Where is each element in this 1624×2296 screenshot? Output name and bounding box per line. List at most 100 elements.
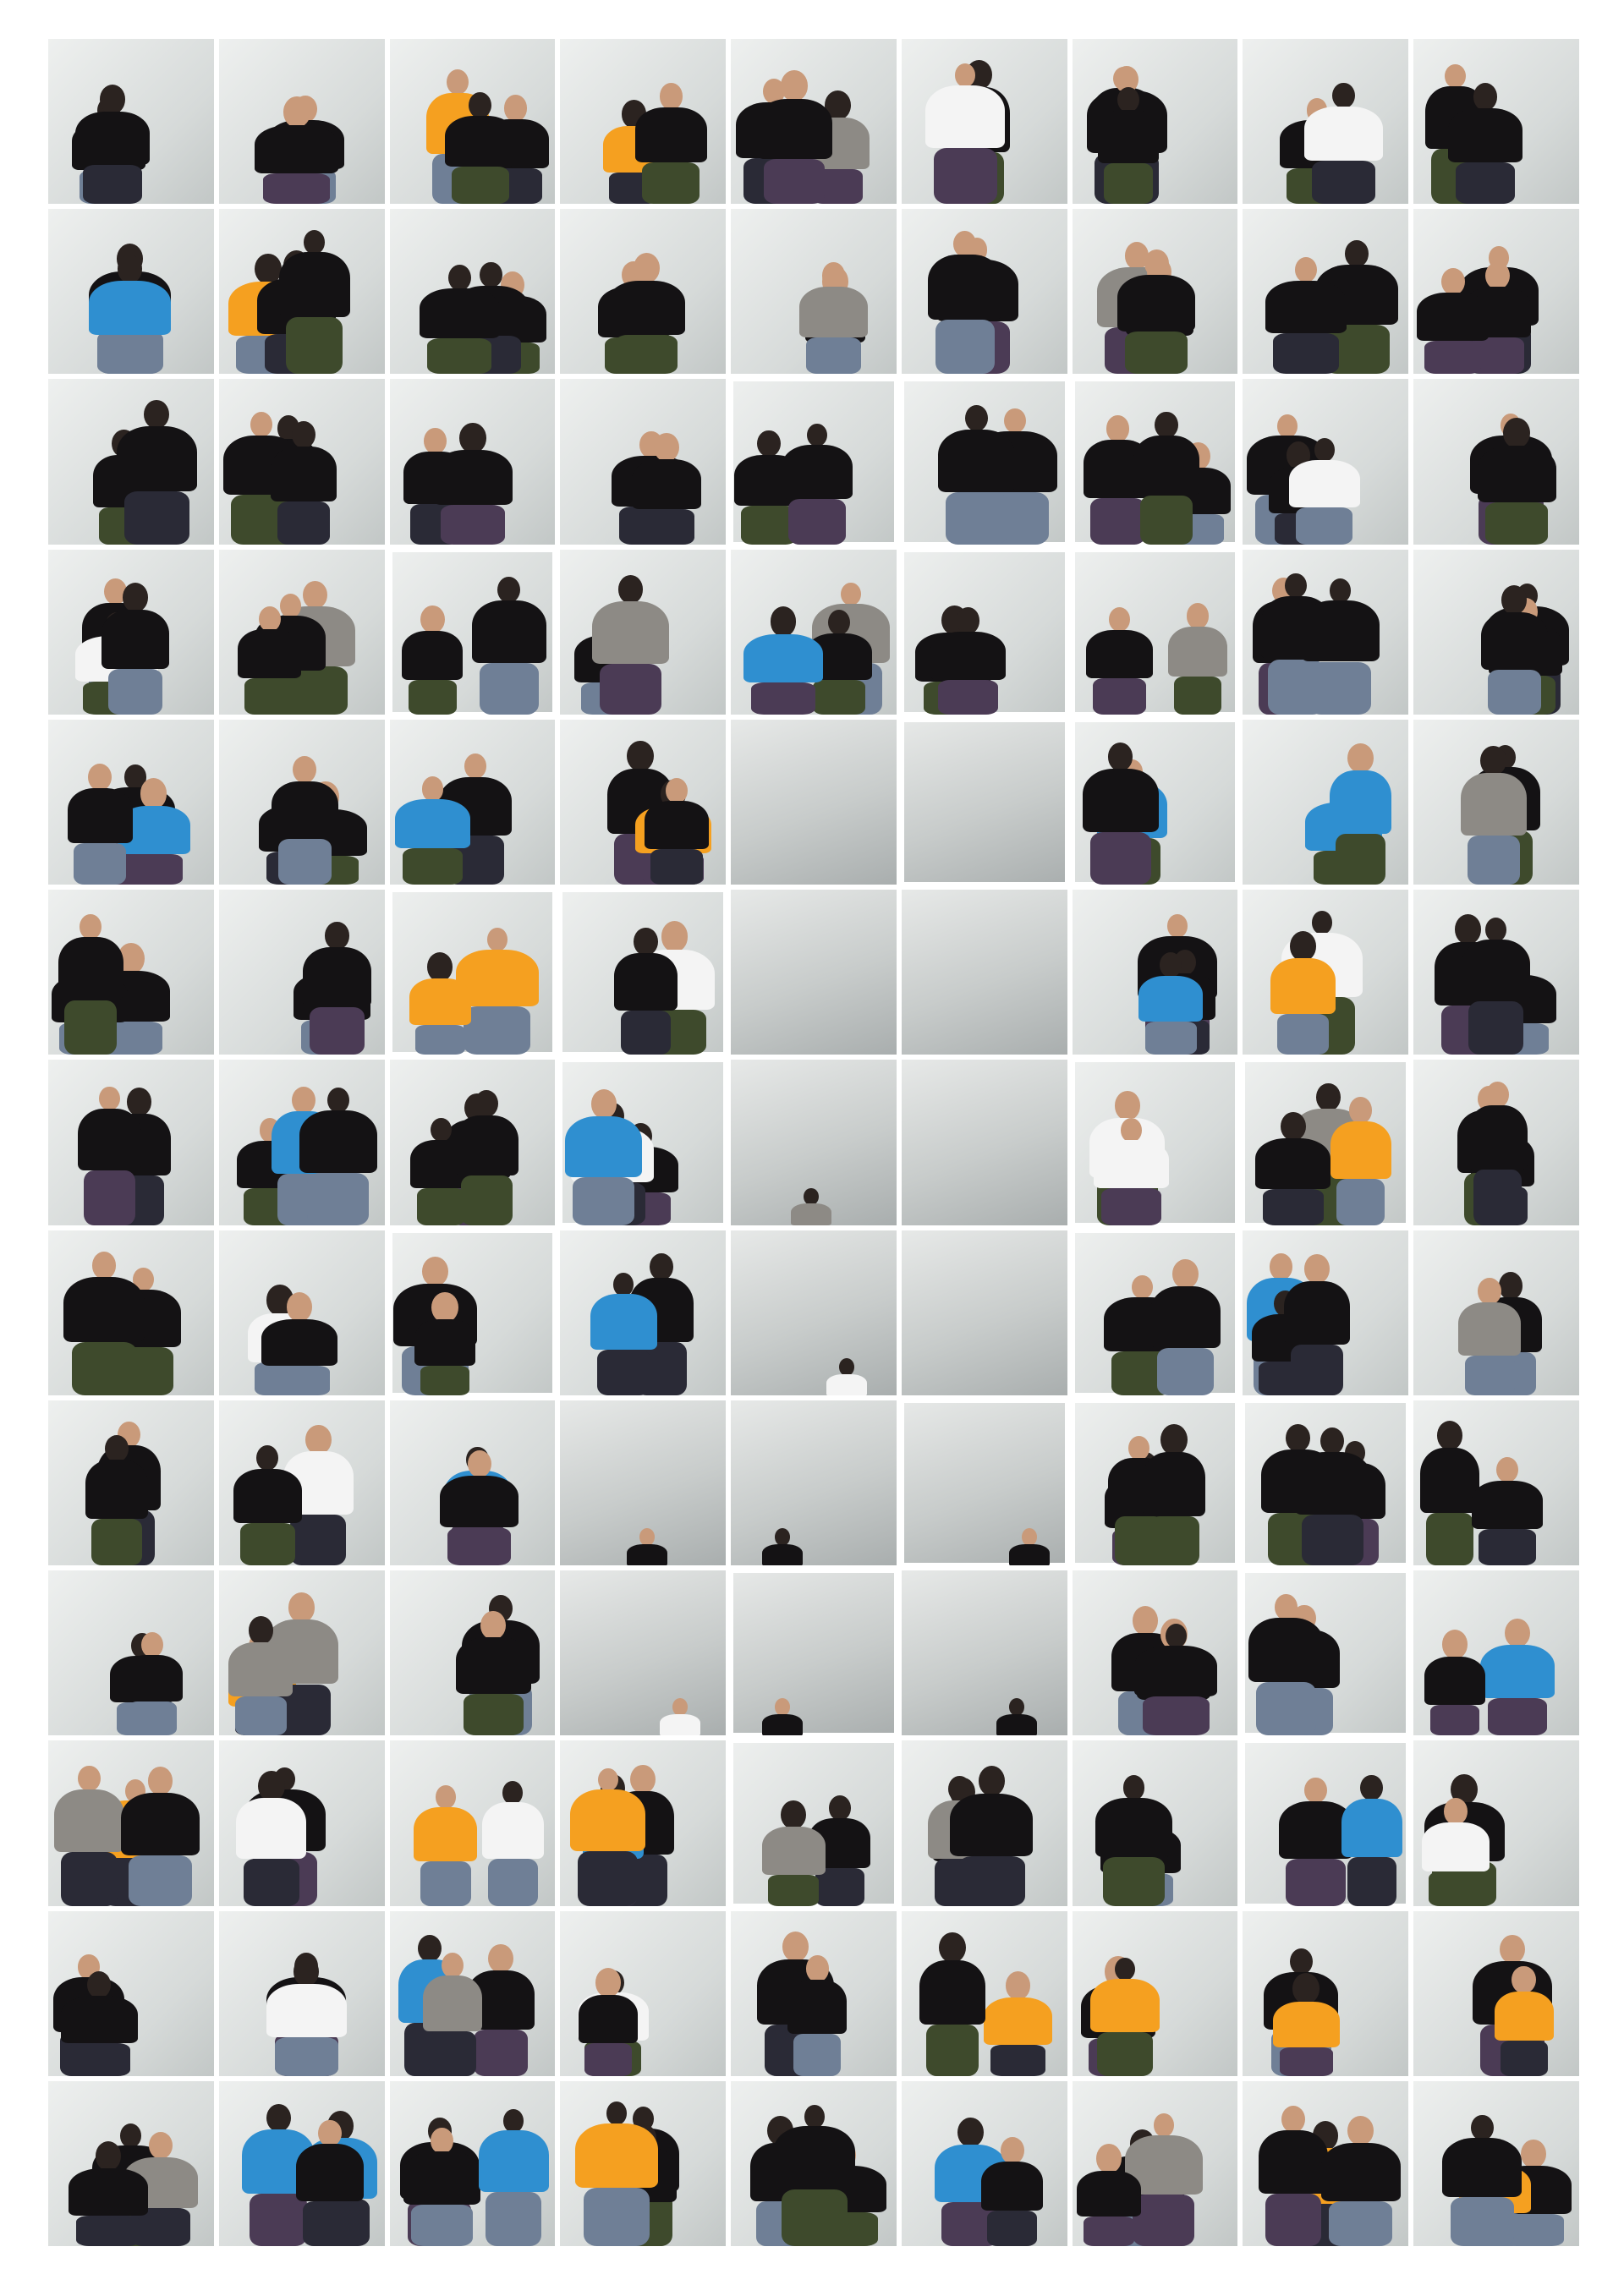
photo-frame [218,549,385,715]
photo-frame [1243,1910,1409,2076]
photo-frame [48,549,214,715]
person-legs [1302,1514,1363,1566]
person-head [827,610,850,636]
person-figure [120,1767,200,1906]
person-head [1480,745,1506,776]
person-figure [1448,83,1523,205]
person-figure [1009,1528,1051,1566]
person-shirt [570,1789,645,1852]
person-figure [591,575,670,715]
person-head [250,412,273,438]
person-head [427,951,453,982]
person-figure [1424,1629,1486,1736]
person-figure [607,252,686,375]
person-shirt [1300,600,1380,662]
person-figure [85,1434,149,1566]
photo-frame [218,1400,385,1566]
photo-frame [218,209,385,375]
photo-frame [1072,719,1238,885]
person-head [1512,1965,1536,1994]
person-legs [1455,162,1516,205]
person-shirt [772,2126,856,2190]
person-legs [250,2193,308,2246]
photo-frame [731,379,897,545]
person-head [126,1088,152,1117]
photo-frame [218,719,385,885]
person-legs [427,337,492,375]
person-legs [416,1187,466,1225]
person-figure [799,262,868,375]
person-figure [67,764,134,885]
person-shirt [1460,773,1527,836]
person-legs [1467,835,1520,885]
person-legs [84,1170,135,1225]
person-legs [751,682,815,715]
person-legs [584,2188,650,2246]
photo-frame [1243,719,1409,885]
photo-frame [218,39,385,205]
person-head [639,1528,656,1546]
person-shirt [996,1714,1037,1736]
person-head [1504,1618,1531,1648]
person-legs [420,1366,469,1395]
photo-frame [731,1400,897,1566]
person-shirt [1273,2001,1340,2048]
person-head [503,94,528,122]
photo-frame [1413,1230,1579,1395]
person-head [661,921,689,952]
person-shirt [1341,1798,1402,1858]
person-legs [460,1175,513,1225]
person-head [148,2132,173,2160]
person-shirt [1270,958,1336,1015]
person-head [1000,2136,1024,2164]
person-shirt [1480,611,1548,671]
person-head [1144,249,1169,278]
person-legs [447,1526,511,1566]
person-head [1269,1253,1293,1280]
person-head [1155,411,1178,438]
person-figure [238,606,302,715]
person-shirt [1134,1646,1218,1696]
person-shirt [1083,768,1159,833]
person-shirt [787,1980,848,2035]
person-figure [1330,1097,1391,1225]
photo-frame [389,209,556,375]
person-legs [244,677,295,715]
person-head [1454,913,1482,945]
photo-frame [218,1230,385,1395]
person-head [953,231,977,258]
person-shirt [444,116,516,167]
person-legs [1265,2193,1321,2246]
person-head [1108,606,1131,633]
person-head [292,420,316,449]
person-legs [124,491,189,545]
person-shirt [1288,459,1360,508]
person-legs [124,853,184,885]
person-head [1304,1254,1330,1284]
person-head [487,1943,513,1974]
person-legs [1429,1871,1483,1906]
person-head [782,1931,809,1963]
person-figure [983,1971,1052,2076]
person-legs [1279,2047,1333,2076]
person-head [806,423,828,447]
person-shirt [1329,770,1391,835]
person-head [441,1952,464,1978]
photo-frame [901,1740,1067,1906]
person-legs [925,2025,979,2076]
person-figure [1167,602,1228,715]
person-figure [278,229,350,375]
person-head [1132,1606,1158,1636]
person-shirt [414,1806,478,1861]
person-head [291,1086,315,1115]
person-head [1022,1528,1038,1546]
person-shirt [403,2151,480,2206]
person-head [954,63,976,88]
person-figure [272,756,338,885]
person-figure [302,922,371,1055]
person-figure [1265,257,1347,375]
person-figure [68,2141,149,2246]
person-legs [987,2211,1038,2246]
person-figure [590,1272,657,1395]
photo-frame [48,1060,214,1225]
